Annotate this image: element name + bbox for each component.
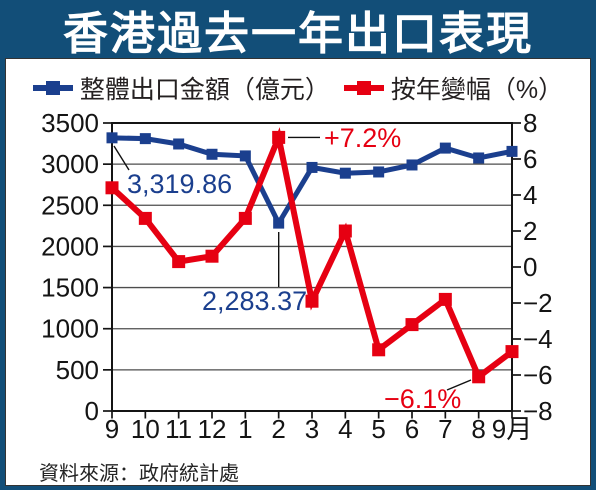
- legend: 整體出口金額（億元） 按年變幅（%）: [6, 70, 590, 106]
- chart-panel: 整體出口金額（億元） 按年變幅（%） 資料來源：政府統計處: [5, 58, 591, 486]
- legend-item-yoy: 按年變幅（%）: [343, 70, 564, 106]
- legend-label-export: 整體出口金額（億元）: [79, 76, 330, 104]
- export-series-marker-icon: [32, 81, 73, 95]
- legend-label-yoy: 按年變幅（%）: [390, 76, 564, 104]
- square-marker-icon: [45, 81, 60, 95]
- legend-item-export: 整體出口金額（億元）: [32, 70, 330, 106]
- title-band: 香港過去一年出口表現: [0, 0, 596, 59]
- yoy-series-marker-icon: [343, 81, 384, 95]
- source-note: 資料來源：政府統計處: [39, 463, 239, 485]
- page-title: 香港過去一年出口表現: [62, 7, 533, 59]
- square-marker-icon: [356, 81, 371, 95]
